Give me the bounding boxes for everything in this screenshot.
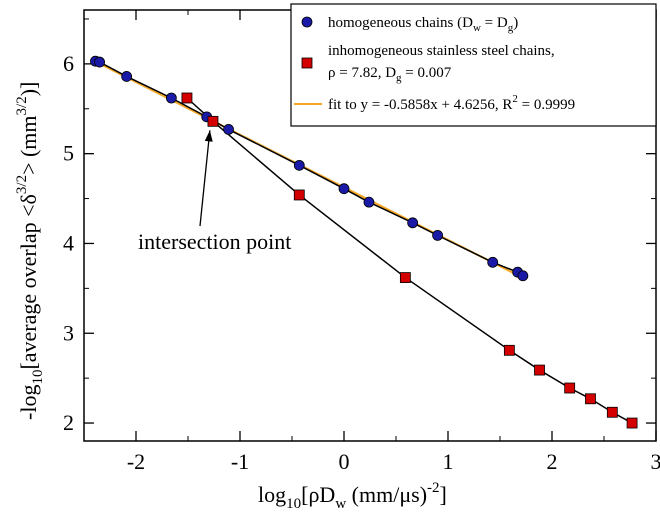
- inhomogeneous-point: [606, 406, 618, 418]
- x-tick-label: 3: [651, 449, 660, 474]
- x-tick-label: -2: [127, 449, 145, 474]
- legend-entry-homogeneous: homogeneous chains (Dw = Dg): [328, 15, 518, 34]
- homogeneous-point: [432, 229, 444, 241]
- y-tick-label: 2: [63, 410, 74, 435]
- homogeneous-point: [517, 270, 529, 282]
- annotation-arrow: [199, 130, 211, 227]
- legend-marker-circle: [301, 16, 313, 28]
- homogeneous-point: [165, 92, 177, 104]
- x-tick-label: -1: [231, 449, 249, 474]
- homogeneous-point: [223, 124, 234, 135]
- x-tick-label: 1: [443, 449, 454, 474]
- homogeneous-point: [293, 159, 305, 171]
- x-axis-title: log10[ρDw (mm/μs)-2]: [258, 480, 447, 512]
- y-axis-title: -log10[average overlap <δ3/2> (mm3/2)]: [14, 82, 46, 420]
- inhomogeneous-point: [293, 189, 305, 201]
- y-tick-label: 5: [63, 141, 74, 166]
- inhomogeneous-point: [399, 272, 411, 283]
- homogeneous-point: [363, 196, 375, 208]
- inhomogeneous-series-line: [186, 97, 633, 424]
- y-tick-label: 6: [63, 51, 74, 76]
- x-tick-label: 2: [547, 449, 558, 474]
- homogeneous-point: [121, 71, 133, 82]
- inhomogeneous-point: [626, 417, 638, 429]
- legend-entry-inhomogeneous-line2: ρ = 7.82, Dg = 0.007: [328, 65, 452, 84]
- y-tick-label: 4: [63, 230, 74, 255]
- homogeneous-point: [94, 56, 105, 68]
- inhomogeneous-point: [534, 364, 545, 376]
- homogeneous-series-line: [95, 60, 524, 277]
- annotation-label: intersection point: [138, 229, 291, 254]
- inhomogeneous-point: [207, 115, 219, 127]
- inhomogeneous-point: [564, 382, 576, 394]
- legend-entry-fit: fit to y = -0.5858x + 4.6256, R2 = 0.999…: [328, 93, 575, 113]
- legend: homogeneous chains (Dw = Dg) inhomogeneo…: [290, 3, 657, 127]
- homogeneous-point: [407, 217, 419, 229]
- homogeneous-point: [338, 183, 350, 195]
- data-markers: [90, 55, 638, 429]
- x-tick-label: 0: [339, 449, 350, 474]
- inhomogeneous-point: [181, 92, 193, 104]
- annotation-arrowhead: [204, 130, 213, 142]
- inhomogeneous-point: [503, 344, 515, 356]
- legend-box: [290, 3, 657, 127]
- y-tick-label: 3: [63, 320, 74, 345]
- legend-entry-inhomogeneous-line1: inhomogeneous stainless steel chains,: [328, 43, 555, 59]
- legend-marker-square: [301, 57, 313, 69]
- inhomogeneous-point: [585, 393, 596, 405]
- homogeneous-point: [487, 256, 499, 268]
- connecting-lines: [95, 60, 633, 424]
